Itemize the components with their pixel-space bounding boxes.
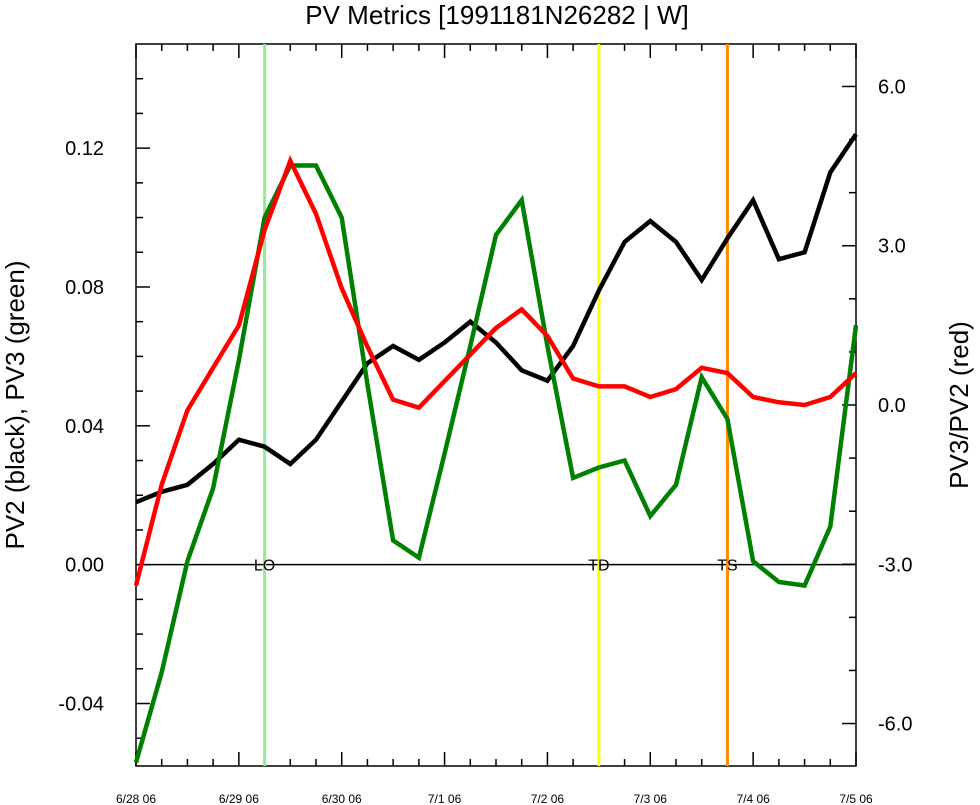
chart-title: PV Metrics [1991181N26282 | W] [305, 0, 688, 30]
y-axis-label-right: PV3/PV2 (red) [944, 321, 974, 489]
x-tick-label: 7/5 06 [839, 792, 873, 805]
x-tick-label: 6/28 06 [116, 792, 156, 805]
y-axis-label-left: PV2 (black), PV3 (green) [0, 260, 30, 549]
x-tick-label: 6/29 06 [219, 792, 259, 805]
marker-label-ts: TS [717, 558, 737, 575]
series-line-2 [133, 163, 859, 764]
y-left-tick-label: 0.08 [65, 277, 104, 299]
tick-labels: 6/28 06 6/29 06 6/30 06 7/1 06 7/2 06 7/3 06 7… [58, 76, 912, 805]
marker-label-td: TD [588, 558, 609, 575]
y-right-tick-label: 6.0 [878, 76, 906, 98]
y-left-tick-label: 0.04 [65, 416, 104, 438]
y-left-tick-label: 0.12 [65, 138, 104, 160]
y-right-tick-label: -6.0 [878, 714, 912, 736]
vertical-markers: LO TD TS [254, 44, 738, 766]
y-right-tick-label: 0.0 [878, 395, 906, 417]
y-right-tick-label: -3.0 [878, 554, 912, 576]
x-tick-label: 7/3 06 [634, 792, 668, 805]
data-series [133, 133, 859, 764]
y-left-tick-label: -0.04 [58, 694, 104, 716]
x-tick-label: 7/4 06 [736, 792, 770, 805]
series-line-3 [133, 155, 858, 587]
marker-label-lo: LO [254, 558, 275, 575]
series-line-1 [135, 133, 858, 505]
y-right-tick-label: 3.0 [878, 236, 906, 258]
tick-marks [135, 44, 857, 766]
plot-frame [135, 43, 857, 767]
y-left-tick-label: 0.00 [65, 555, 104, 577]
x-tick-label: 6/30 06 [322, 792, 362, 805]
x-tick-label: 7/1 06 [428, 792, 462, 805]
x-tick-label: 7/2 06 [531, 792, 565, 805]
